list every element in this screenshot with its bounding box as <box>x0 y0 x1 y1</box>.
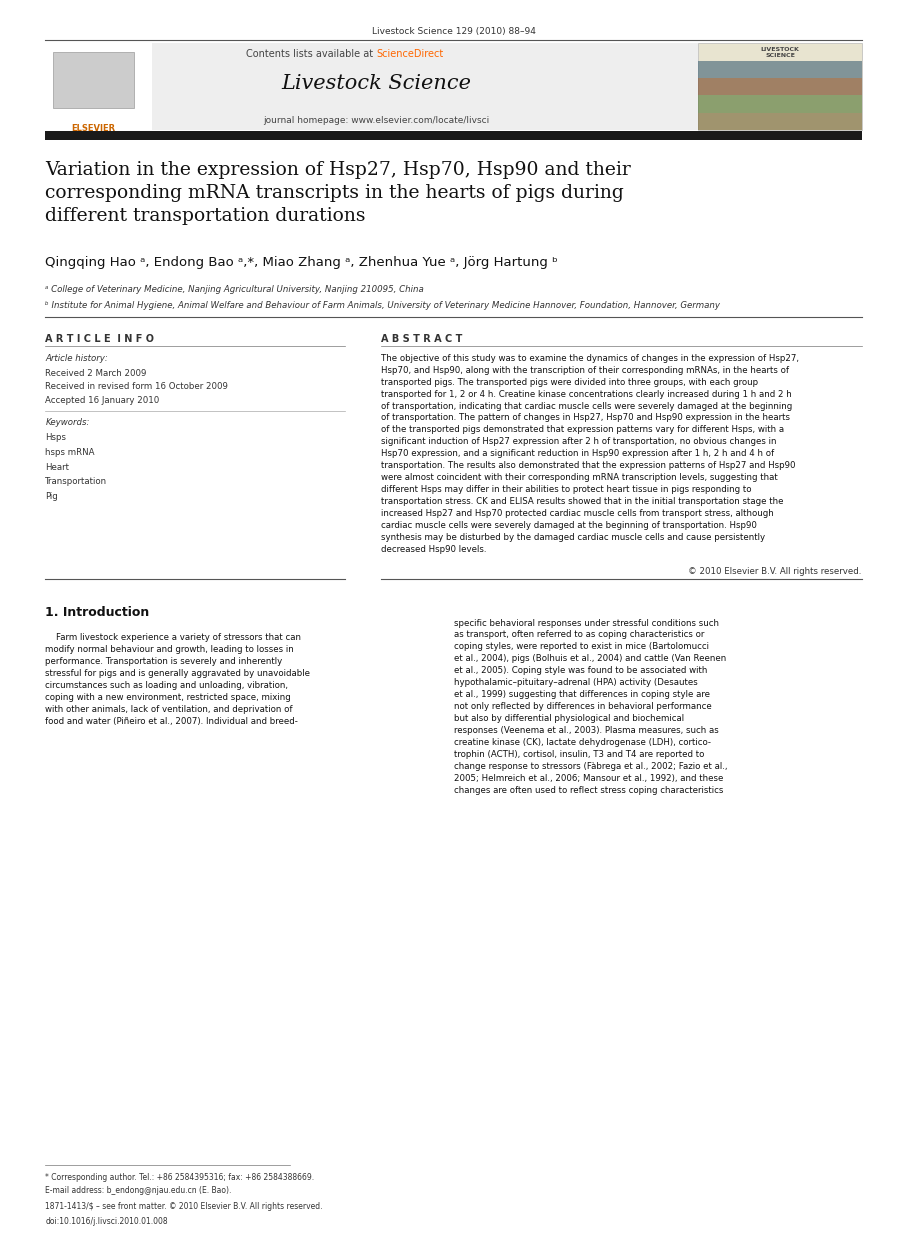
Text: Article history:: Article history: <box>45 354 108 362</box>
Text: Contents lists available at: Contents lists available at <box>246 49 376 59</box>
Text: Received in revised form 16 October 2009: Received in revised form 16 October 2009 <box>45 382 229 391</box>
Text: journal homepage: www.elsevier.com/locate/livsci: journal homepage: www.elsevier.com/locat… <box>263 116 490 125</box>
Text: Transportation: Transportation <box>45 477 107 486</box>
Bar <box>698 113 862 130</box>
Text: Keywords:: Keywords: <box>45 418 90 427</box>
Text: Livestock Science: Livestock Science <box>281 74 472 93</box>
Text: Pig: Pig <box>45 492 58 501</box>
Text: The objective of this study was to examine the dynamics of changes in the expres: The objective of this study was to exami… <box>381 354 799 554</box>
Text: ᵃ College of Veterinary Medicine, Nanjing Agricultural University, Nanjing 21009: ᵃ College of Veterinary Medicine, Nanjin… <box>45 285 424 293</box>
Text: Farm livestock experience a variety of stressors that can
modify normal behaviou: Farm livestock experience a variety of s… <box>45 633 310 726</box>
Bar <box>698 78 862 95</box>
Text: A B S T R A C T: A B S T R A C T <box>381 334 463 344</box>
Text: 1. Introduction: 1. Introduction <box>45 606 150 620</box>
Text: Variation in the expression of Hsp27, Hsp70, Hsp90 and their
corresponding mRNA : Variation in the expression of Hsp27, Hs… <box>45 161 631 225</box>
Text: Qingqing Hao ᵃ, Endong Bao ᵃ,*, Miao Zhang ᵃ, Zhenhua Yue ᵃ, Jörg Hartung ᵇ: Qingqing Hao ᵃ, Endong Bao ᵃ,*, Miao Zha… <box>45 256 558 270</box>
Text: hsps mRNA: hsps mRNA <box>45 448 95 456</box>
Text: Livestock Science 129 (2010) 88–94: Livestock Science 129 (2010) 88–94 <box>372 27 535 36</box>
Bar <box>45 43 152 130</box>
Text: © 2010 Elsevier B.V. All rights reserved.: © 2010 Elsevier B.V. All rights reserved… <box>688 567 862 575</box>
Text: A R T I C L E  I N F O: A R T I C L E I N F O <box>45 334 154 344</box>
Text: E-mail address: b_endong@njau.edu.cn (E. Bao).: E-mail address: b_endong@njau.edu.cn (E.… <box>45 1186 231 1195</box>
Bar <box>45 131 862 140</box>
Text: specific behavioral responses under stressful conditions such
as transport, ofte: specific behavioral responses under stre… <box>454 618 727 794</box>
Text: Accepted 16 January 2010: Accepted 16 January 2010 <box>45 396 160 404</box>
Bar <box>698 61 862 78</box>
Bar <box>53 52 134 108</box>
Text: Heart: Heart <box>45 463 69 471</box>
Bar <box>698 95 862 113</box>
Text: ELSEVIER: ELSEVIER <box>72 124 115 132</box>
Bar <box>45 43 698 130</box>
Text: * Corresponding author. Tel.: +86 2584395316; fax: +86 2584388669.: * Corresponding author. Tel.: +86 258439… <box>45 1173 315 1181</box>
Text: ScienceDirect: ScienceDirect <box>376 49 444 59</box>
Text: doi:10.1016/j.livsci.2010.01.008: doi:10.1016/j.livsci.2010.01.008 <box>45 1217 168 1226</box>
Bar <box>698 43 862 130</box>
Text: Hsps: Hsps <box>45 433 66 442</box>
Text: 1871-1413/$ – see front matter. © 2010 Elsevier B.V. All rights reserved.: 1871-1413/$ – see front matter. © 2010 E… <box>45 1202 323 1211</box>
Text: LIVESTOCK
SCIENCE: LIVESTOCK SCIENCE <box>761 47 799 58</box>
Text: ᵇ Institute for Animal Hygiene, Animal Welfare and Behaviour of Farm Animals, Un: ᵇ Institute for Animal Hygiene, Animal W… <box>45 301 720 309</box>
Text: Received 2 March 2009: Received 2 March 2009 <box>45 369 147 377</box>
